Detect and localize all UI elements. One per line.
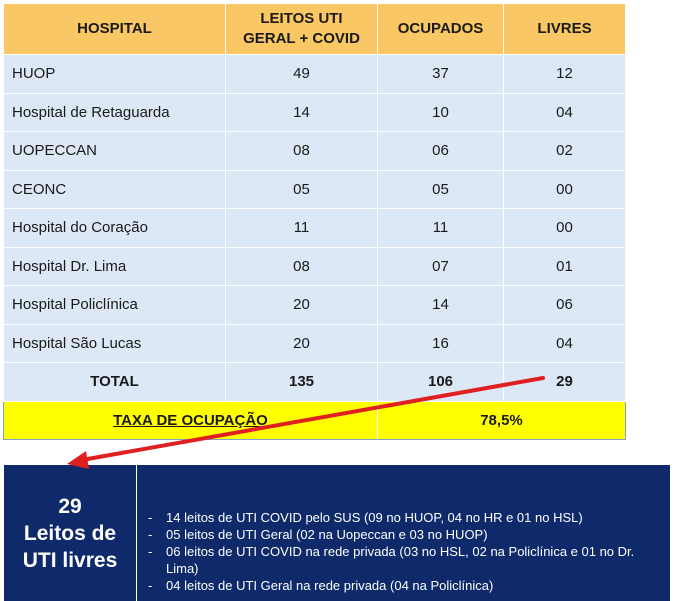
header-ocupados: OCUPADOS [377,3,504,55]
free-beds-count: 29 [58,494,82,518]
header-leitos-line2: GERAL + COVID [243,30,360,47]
taxa-row: TAXA DE OCUPAÇÃO 78,5% [3,400,626,440]
cell-hospital: HUOP [3,54,226,94]
table-row: Hospital do Coração 11 11 00 [3,208,626,248]
cell-livres: 00 [503,208,626,248]
cell-livres: 12 [503,54,626,94]
list-item: -06 leitos de UTI COVID na rede privada … [144,543,664,577]
cell-ocupados: 05 [377,169,504,209]
taxa-label-cell: TAXA DE OCUPAÇÃO [3,400,378,440]
cell-ocupados: 10 [377,92,504,132]
header-livres: LIVRES [503,3,626,55]
cell-leitos: 20 [225,323,378,363]
list-item-text: 14 leitos de UTI COVID pelo SUS (09 no H… [166,510,583,525]
cell-leitos: 08 [225,246,378,286]
table-row: Hospital de Retaguarda 14 10 04 [3,92,626,132]
cell-hospital: CEONC [3,169,226,209]
cell-livres: 02 [503,131,626,171]
cell-leitos: 11 [225,208,378,248]
total-leitos: 135 [225,362,378,402]
header-leitos-line1: LEITOS UTI [260,10,343,27]
cell-hospital: Hospital do Coração [3,208,226,248]
cell-livres: 04 [503,323,626,363]
cell-ocupados: 06 [377,131,504,171]
list-item-text: 06 leitos de UTI COVID na rede privada (… [166,544,635,576]
cell-ocupados: 11 [377,208,504,248]
bullet-dash: - [148,578,153,593]
cell-livres: 01 [503,246,626,286]
table-row: Hospital Policlínica 20 14 06 [3,285,626,325]
bullet-dash: - [148,544,153,559]
cell-ocupados: 16 [377,323,504,363]
free-beds-summary: 29 Leitos de UTI livres [4,465,136,601]
total-livres: 29 [503,362,626,402]
cell-hospital: Hospital de Retaguarda [3,92,226,132]
table-row: CEONC 05 05 00 [3,169,626,209]
list-item: -14 leitos de UTI COVID pelo SUS (09 no … [144,509,664,526]
cell-ocupados: 07 [377,246,504,286]
cell-leitos: 49 [225,54,378,94]
list-item-text: 04 leitos de UTI Geral na rede privada (… [166,578,494,593]
table-row: UOPECCAN 08 06 02 [3,131,626,171]
cell-leitos: 20 [225,285,378,325]
cell-leitos: 08 [225,131,378,171]
header-hospital: HOSPITAL [3,3,226,55]
occupancy-table: HOSPITAL LEITOS UTI GERAL + COVID OCUPAD… [3,3,626,440]
cell-hospital: Hospital São Lucas [3,323,226,363]
cell-leitos: 14 [225,92,378,132]
taxa-label: TAXA DE OCUPAÇÃO [113,411,268,429]
table-header-row: HOSPITAL LEITOS UTI GERAL + COVID OCUPAD… [3,3,626,55]
free-beds-detail-list: -14 leitos de UTI COVID pelo SUS (09 no … [144,509,664,594]
cell-leitos: 05 [225,169,378,209]
cell-livres: 00 [503,169,626,209]
cell-ocupados: 14 [377,285,504,325]
free-beds-info-box: 29 Leitos de UTI livres -14 leitos de UT… [4,465,670,601]
table-row: HUOP 49 37 12 [3,54,626,94]
taxa-value: 78,5% [377,400,626,440]
cell-hospital: UOPECCAN [3,131,226,171]
total-ocupados: 106 [377,362,504,402]
info-divider [136,465,137,601]
table-row: Hospital São Lucas 20 16 04 [3,323,626,363]
table-row: Hospital Dr. Lima 08 07 01 [3,246,626,286]
list-item: -05 leitos de UTI Geral (02 na Uopeccan … [144,526,664,543]
free-beds-line2: Leitos de [23,521,117,545]
total-label: TOTAL [3,362,226,402]
list-item: -04 leitos de UTI Geral na rede privada … [144,577,664,594]
cell-hospital: Hospital Dr. Lima [3,246,226,286]
cell-livres: 06 [503,285,626,325]
list-item-text: 05 leitos de UTI Geral (02 na Uopeccan e… [166,527,488,542]
total-row: TOTAL 135 106 29 [3,362,626,402]
free-beds-line3: UTI livres [22,548,118,572]
bullet-dash: - [148,527,153,542]
cell-livres: 04 [503,92,626,132]
cell-ocupados: 37 [377,54,504,94]
header-leitos: LEITOS UTI GERAL + COVID [225,3,378,55]
cell-hospital: Hospital Policlínica [3,285,226,325]
bullet-dash: - [148,510,153,525]
